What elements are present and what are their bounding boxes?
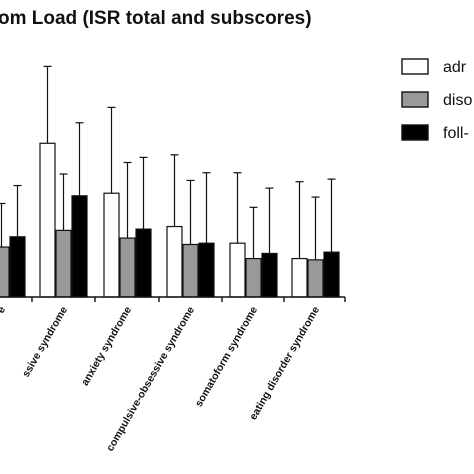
legend-label: adr [443, 59, 467, 76]
bar [9, 236, 26, 298]
legend-swatch [401, 124, 429, 141]
legend-label: foll- [443, 125, 469, 142]
x-tick-label: eating disorder syndrome [247, 304, 322, 422]
bar [323, 251, 340, 298]
legend-swatch [401, 58, 429, 75]
bar [39, 142, 56, 298]
x-tick-label: ssive syndrome [20, 304, 70, 379]
bar [71, 195, 88, 298]
chart-title: om Load (ISR total and subscores) [0, 8, 312, 29]
x-tick-label: somatoform syndrome [193, 304, 260, 409]
bar [307, 259, 324, 298]
bar [135, 228, 152, 298]
bar [261, 252, 278, 298]
bar [245, 257, 262, 298]
x-tick-label: anxiety syndrome [79, 304, 134, 387]
bar [119, 237, 136, 298]
bar [55, 229, 72, 298]
legend-swatch [401, 91, 429, 108]
bar [182, 243, 199, 298]
plot-area: e ssive syndrome anxiety syndromecompulsiv… [0, 65, 346, 454]
bar [229, 242, 246, 298]
legend: adr diso foll- [401, 58, 472, 142]
bar [198, 242, 215, 298]
bar [0, 246, 10, 298]
legend-item: diso [401, 91, 472, 109]
x-tick-label: e [0, 304, 8, 315]
legend-item: foll- [401, 124, 469, 142]
bar [103, 192, 120, 298]
bar [291, 257, 308, 298]
bar [166, 225, 183, 298]
legend-item: adr [401, 58, 467, 76]
legend-label: diso [443, 92, 472, 109]
